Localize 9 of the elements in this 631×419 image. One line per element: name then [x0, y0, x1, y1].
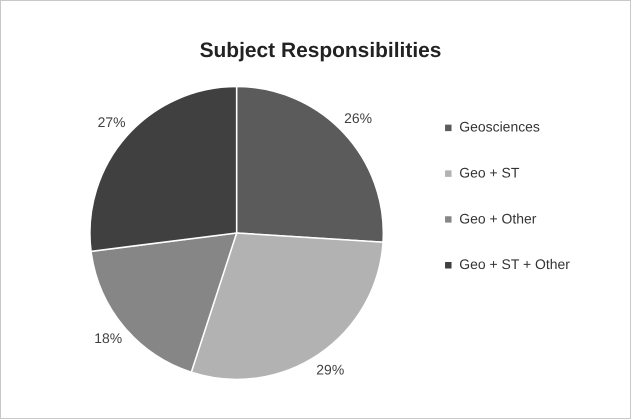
data-label: 29% [316, 361, 344, 378]
data-label: 18% [94, 330, 122, 346]
legend-label: Geo + ST [459, 164, 520, 181]
chart-title: Subject Responsibilities [200, 39, 442, 62]
legend-label: Geo + ST + Other [459, 256, 570, 272]
data-label: 27% [98, 114, 126, 130]
legend-label: Geosciences [459, 118, 540, 135]
legend-label: Geo + Other [459, 210, 537, 226]
data-label: 26% [344, 110, 372, 126]
